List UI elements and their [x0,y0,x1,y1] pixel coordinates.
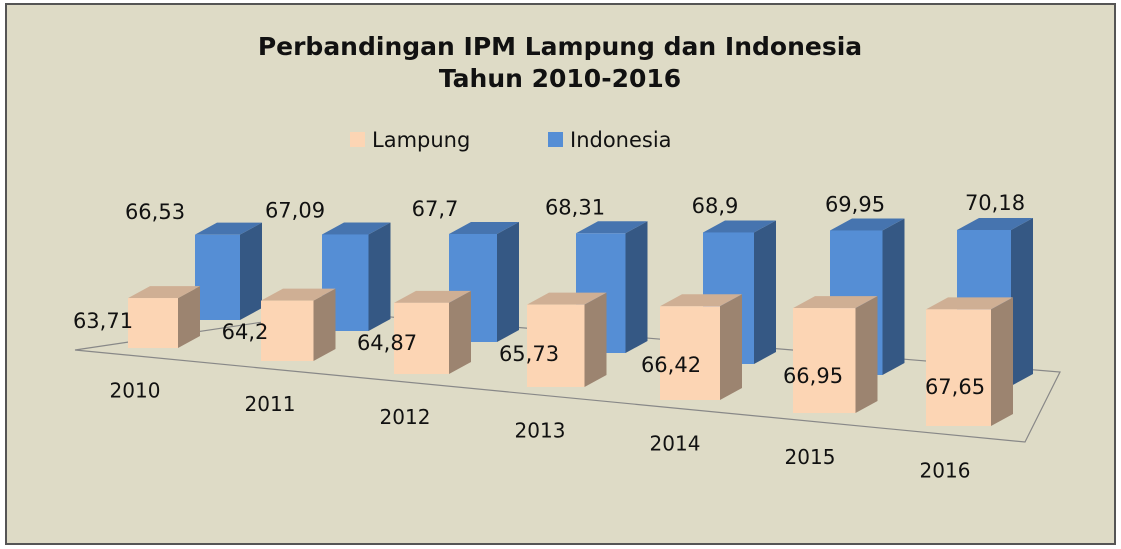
data-label: 66,42 [641,353,701,377]
bar-side [449,290,471,374]
legend-label: Indonesia [570,128,672,152]
bar-side [991,297,1013,426]
floor [74,311,1061,443]
data-label: 67,7 [412,197,459,221]
bar-side [178,286,200,348]
bar-side [855,296,878,413]
bar [394,302,449,374]
bar-top [128,286,200,299]
x-tick-label: 2016 [920,458,971,482]
legend-swatch [350,132,365,147]
x-tick-label: 2011 [245,392,296,416]
x-tick-label: 2010 [110,379,161,403]
bar [793,308,856,413]
bar-top [926,297,1013,310]
bar-top [322,222,391,235]
data-label: 66,53 [125,200,185,224]
data-label: 67,09 [265,199,325,223]
chart-frame [5,3,1116,545]
bar-side [497,221,519,342]
data-label: 67,65 [925,375,985,399]
data-label: 64,2 [222,320,269,344]
x-tick-label: 2013 [515,418,566,442]
bar-top [793,296,878,309]
bar-side [882,218,905,375]
data-label: 64,87 [357,331,417,355]
bar-top [449,221,519,234]
data-label: 69,95 [825,193,885,217]
chart-subtitle: Tahun 2010-2016 [439,64,681,93]
x-tick-label: 2012 [380,405,431,429]
bar-top [957,218,1033,230]
bar-side [754,220,776,364]
bar-top [394,290,471,303]
data-label: 68,31 [545,196,605,220]
bar-side [240,222,262,320]
data-label: 70,18 [965,191,1025,215]
bar-top [527,292,607,305]
data-label: 66,95 [783,364,843,388]
data-label: 63,71 [73,309,133,333]
bar-side [584,292,607,387]
bar-top [576,221,648,234]
bar [926,309,991,426]
bar-top [703,220,776,233]
legend-swatch [548,132,563,147]
bar [261,300,314,361]
bar [128,298,178,348]
data-label: 65,73 [499,342,559,366]
bar-top [830,218,905,231]
bar [195,234,240,320]
x-tick-label: 2014 [650,432,701,456]
bar-side [625,221,648,353]
bar-side [313,288,336,361]
bar-top [195,222,262,235]
bar [527,304,585,387]
bar-side [720,294,742,400]
bar-side [1011,218,1033,386]
bar-top [660,294,742,307]
bar-top [261,288,336,301]
x-tick-label: 2015 [785,445,836,469]
bar [660,306,720,400]
data-label: 68,9 [692,194,739,218]
chart-title: Perbandingan IPM Lampung dan Indonesia [258,32,862,61]
legend-label: Lampung [372,128,470,152]
bar-side [368,222,391,331]
